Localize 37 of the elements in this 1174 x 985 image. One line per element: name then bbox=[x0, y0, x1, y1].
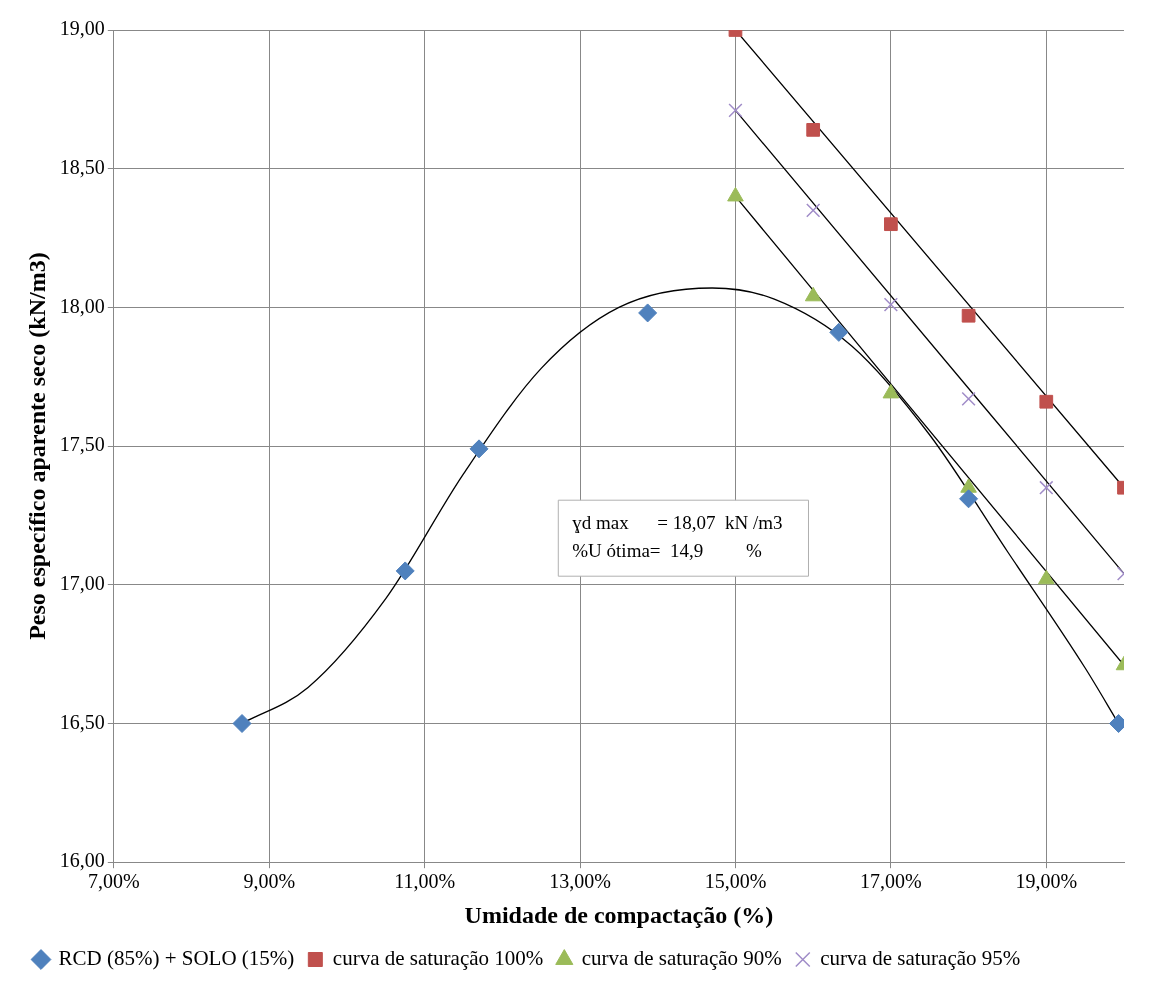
x-tick-label: 9,00% bbox=[243, 870, 296, 893]
y-tick-label: 17,00 bbox=[59, 572, 105, 595]
point bbox=[829, 322, 849, 342]
y-axis-title: Peso específico aparente seco (kN/m3) bbox=[23, 252, 50, 640]
point bbox=[638, 303, 658, 323]
point bbox=[961, 391, 976, 407]
x-axis-title: Umidade de compactação (%) bbox=[464, 901, 774, 928]
point bbox=[884, 217, 898, 232]
x-tick-label: 13,00% bbox=[549, 870, 611, 893]
x-tick-label: 7,00% bbox=[87, 870, 140, 893]
point bbox=[469, 439, 489, 459]
x-tick-label: 15,00% bbox=[704, 870, 767, 893]
x-tick-label: 19,00% bbox=[1015, 870, 1078, 893]
point bbox=[806, 203, 821, 218]
point bbox=[395, 561, 415, 581]
y-tick-label: 18,00 bbox=[59, 294, 105, 317]
y-tick-label: 16,50 bbox=[59, 710, 105, 733]
x-tick-label: 17,00% bbox=[860, 870, 922, 893]
y-tick-label: 19,00 bbox=[59, 17, 105, 40]
x-tick-label: 11,00% bbox=[394, 870, 456, 893]
point bbox=[883, 297, 898, 312]
annotation: %U ótima= 14,9 % bbox=[572, 540, 763, 562]
y-tick-label: 16,00 bbox=[59, 849, 105, 872]
point bbox=[1039, 394, 1054, 409]
point bbox=[806, 123, 821, 137]
point bbox=[1039, 480, 1054, 495]
legend-label: curva de saturação 95% bbox=[820, 946, 1021, 971]
point bbox=[232, 714, 252, 733]
legend-label: RCD (85%) + SOLO (15%) bbox=[58, 946, 295, 971]
legend-label: curva de saturação 100% bbox=[332, 946, 544, 971]
point bbox=[961, 308, 976, 323]
point bbox=[728, 103, 743, 118]
annotation: ɣd max = 18,07 kN /m3 bbox=[572, 512, 783, 534]
y-tick-label: 18,50 bbox=[59, 155, 105, 178]
y-tick-label: 17,50 bbox=[59, 433, 105, 456]
legend-label: curva de saturação 90% bbox=[581, 946, 782, 971]
point bbox=[959, 489, 979, 509]
